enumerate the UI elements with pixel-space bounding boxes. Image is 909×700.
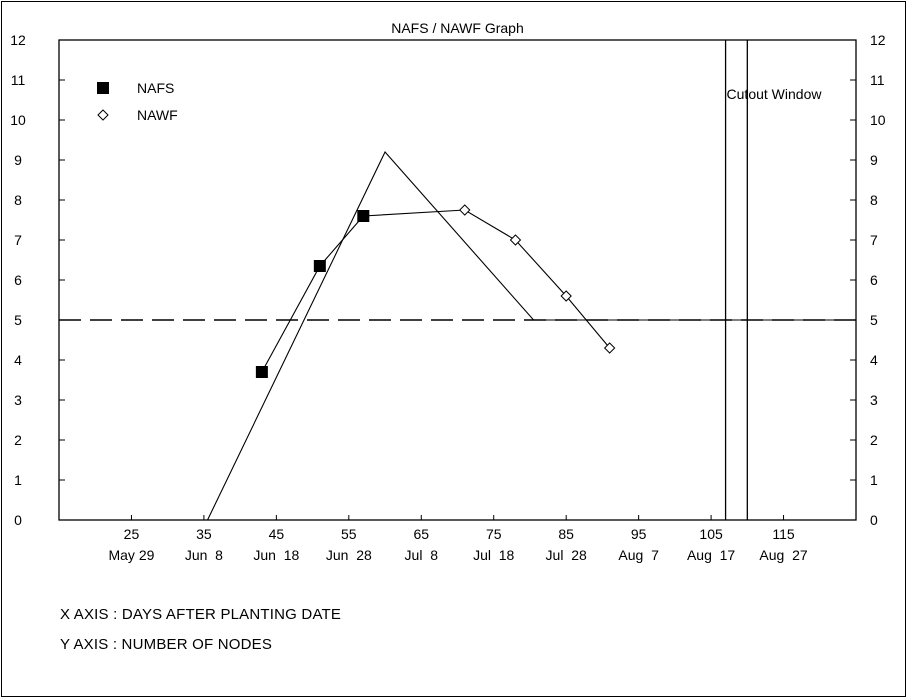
x-tick-date-label: Jul 18: [473, 547, 514, 563]
chart-title: NAFS / NAWF Graph: [391, 20, 524, 36]
y-tick-label-left: 11: [11, 72, 26, 88]
legend-marker-nawf: [97, 109, 109, 121]
y-tick-label-left: 2: [14, 432, 22, 448]
data-point-nawf: [509, 234, 522, 246]
x-tick-label: 65: [413, 526, 429, 542]
y-axis-note: Y AXIS : NUMBER OF NODES: [60, 636, 273, 653]
reference-curve: [207, 151, 856, 521]
data-point-nawf: [603, 342, 616, 354]
legend-label-nawf: NAWF: [137, 107, 178, 123]
x-tick-label: 45: [269, 526, 285, 542]
y-tick-label-left: 1: [14, 472, 22, 488]
x-tick-date-label: Jun 8: [185, 547, 223, 563]
cutout-window-label: Cutout Window: [727, 86, 823, 102]
y-tick-label-right: 6: [870, 272, 878, 288]
x-tick-label: 95: [631, 526, 647, 542]
x-tick-date-label: Aug 27: [759, 547, 807, 563]
x-tick-date-label: Jun 28: [326, 547, 372, 563]
y-tick-label-left: 12: [10, 32, 26, 48]
x-tick-date-label: Aug 7: [618, 547, 659, 563]
y-tick-label-right: 7: [870, 232, 878, 248]
y-tick-label-left: 10: [10, 112, 26, 128]
x-tick-date-label: Jun 18: [253, 547, 299, 563]
legend-label-nafs: NAFS: [137, 80, 174, 96]
y-tick-label-right: 1: [870, 472, 878, 488]
y-tick-label-right: 2: [870, 432, 878, 448]
x-tick-date-label: Aug 17: [687, 547, 735, 563]
x-tick-label: 85: [558, 526, 574, 542]
y-tick-label-left: 5: [14, 312, 22, 328]
x-tick-date-label: May 29: [108, 547, 154, 563]
data-point-nawf: [560, 290, 572, 302]
data-point-nafs: [255, 366, 268, 378]
y-tick-label-right: 5: [870, 312, 878, 328]
y-tick-label-right: 4: [870, 352, 878, 368]
y-tick-label-right: 12: [870, 32, 886, 48]
x-tick-label: 75: [486, 526, 502, 542]
y-tick-label-left: 0: [14, 512, 22, 528]
x-axis-note: X AXIS : DAYS AFTER PLANTING DATE: [60, 606, 342, 623]
series-line-nafs: [261, 215, 364, 373]
y-tick-label-left: 9: [14, 152, 22, 168]
y-tick-label-right: 9: [870, 152, 878, 168]
y-tick-label-right: 8: [870, 192, 878, 208]
x-tick-date-label: Jul 8: [405, 547, 439, 563]
x-tick-label: 25: [124, 526, 140, 542]
x-tick-date-label: Jul 28: [546, 547, 587, 563]
data-point-nafs: [357, 210, 370, 222]
series-line-nawf: [363, 209, 611, 349]
y-tick-label-left: 4: [14, 352, 22, 368]
x-tick-label: 105: [699, 526, 723, 542]
y-tick-label-left: 3: [14, 392, 22, 408]
data-point-nafs: [313, 260, 326, 272]
data-point-nawf: [459, 204, 471, 216]
y-tick-label-right: 0: [870, 512, 878, 528]
x-tick-label: 35: [196, 526, 212, 542]
x-tick-label: 115: [772, 526, 795, 542]
plot-area: [58, 39, 857, 521]
y-tick-label-right: 11: [870, 72, 885, 88]
y-tick-label-left: 6: [14, 272, 22, 288]
legend-marker-nafs: [97, 82, 109, 94]
y-tick-label-right: 10: [870, 112, 886, 128]
y-tick-label-right: 3: [870, 392, 878, 408]
y-tick-label-left: 8: [14, 192, 22, 208]
x-tick-label: 55: [341, 526, 357, 542]
y-tick-label-left: 7: [14, 232, 22, 248]
